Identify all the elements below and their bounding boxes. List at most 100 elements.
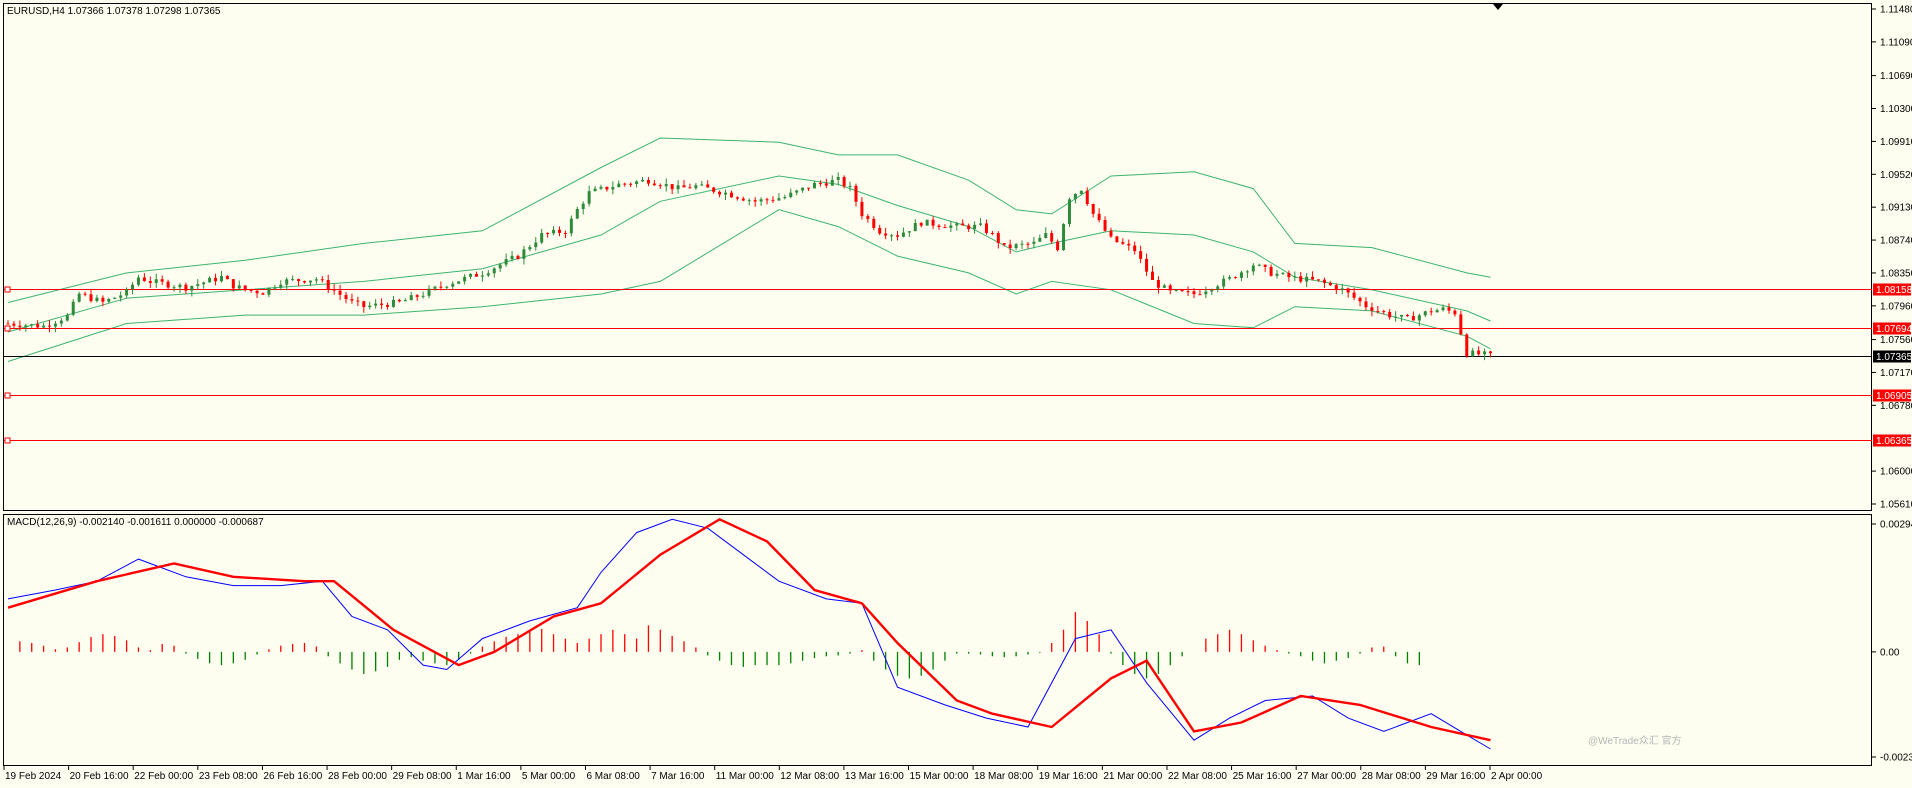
candle-body <box>1447 307 1451 311</box>
level-tag <box>1873 434 1911 447</box>
candle-body <box>712 187 716 192</box>
candle-body <box>362 301 366 308</box>
candle-body <box>1204 291 1208 295</box>
candle-body <box>522 249 526 259</box>
candle-body <box>119 295 123 298</box>
candle-body <box>320 279 324 281</box>
candle-body <box>955 223 959 226</box>
price-tick-label: 1.06780 <box>1880 401 1912 412</box>
candle-body <box>1281 272 1285 274</box>
level-handle <box>4 325 11 332</box>
candle-body <box>142 277 146 282</box>
candle-body <box>1477 350 1481 355</box>
candle-body <box>741 198 745 201</box>
candle-body <box>267 287 271 295</box>
candle-body <box>48 325 52 327</box>
time-tick-label: 6 Mar 08:00 <box>586 771 640 782</box>
time-tick-label: 25 Mar 16:00 <box>1233 771 1292 782</box>
candle-body <box>759 199 763 202</box>
price-tick-label: 1.10690 <box>1880 71 1912 82</box>
time-tick-label: 7 Mar 16:00 <box>651 771 705 782</box>
candle-body <box>641 179 645 182</box>
candle-body <box>979 223 983 225</box>
candle-body <box>1263 264 1267 267</box>
candle-body <box>338 290 342 295</box>
candle-body <box>71 301 75 315</box>
candle-body <box>1044 233 1048 238</box>
candle-body <box>1156 279 1160 288</box>
candle-body <box>1109 230 1113 237</box>
candle-body <box>83 293 87 295</box>
candle-body <box>1245 271 1249 273</box>
candle-body <box>1097 213 1101 221</box>
candle-body <box>848 185 852 187</box>
candle-body <box>1085 190 1089 204</box>
candle-body <box>166 281 170 288</box>
candle-body <box>724 192 728 195</box>
candle-body <box>1305 276 1309 282</box>
level-tag <box>1873 322 1911 335</box>
candle-body <box>872 218 876 228</box>
candle-body <box>777 198 781 201</box>
bollinger-upper <box>7 137 1491 303</box>
candle-body <box>1162 285 1166 288</box>
price-tick-label: 1.09910 <box>1880 137 1912 148</box>
price-panel <box>3 3 1872 511</box>
candle-body <box>1370 307 1374 311</box>
candle-body <box>896 235 899 237</box>
candle-body <box>136 277 140 285</box>
macd-line <box>7 518 1491 750</box>
candle-body <box>682 185 686 188</box>
time-tick-label: 26 Feb 16:00 <box>263 771 322 782</box>
candle-body <box>1429 311 1433 313</box>
candle-body <box>931 219 935 226</box>
level-tag <box>1873 283 1911 296</box>
candle-body <box>457 281 461 284</box>
candle-body <box>718 191 722 195</box>
candle-body <box>552 229 556 234</box>
time-tick-label: 29 Feb 08:00 <box>393 771 452 782</box>
candle-body <box>486 273 490 276</box>
candle-body <box>332 289 336 291</box>
candle-body <box>664 184 668 187</box>
candle-body <box>1145 258 1149 272</box>
candle-body <box>753 200 757 202</box>
candle-body <box>30 324 34 326</box>
price-tick-label: 1.11090 <box>1880 37 1912 48</box>
candle-body <box>635 181 639 185</box>
time-tick-label: 20 Feb 16:00 <box>70 771 129 782</box>
candle-body <box>937 225 941 228</box>
candle-body <box>214 277 218 282</box>
macd-tick-label: -0.00238 <box>1880 753 1912 764</box>
candle-body <box>599 186 603 189</box>
candle-body <box>1073 193 1077 200</box>
time-tick-label: 5 Mar 00:00 <box>522 771 576 782</box>
candle-body <box>913 223 917 232</box>
candle-body <box>65 314 69 321</box>
candle-body <box>1026 243 1030 245</box>
candle-body <box>729 192 733 198</box>
candle-body <box>1032 241 1036 244</box>
candle-body <box>172 287 176 289</box>
candle-body <box>131 284 135 290</box>
candle-body <box>943 227 947 229</box>
candle-body <box>18 325 22 328</box>
shift-marker-icon[interactable] <box>1493 4 1503 10</box>
candle-body <box>830 179 834 186</box>
candle-body <box>1216 286 1220 290</box>
candle-body <box>231 279 235 289</box>
time-tick-label: 18 Mar 08:00 <box>974 771 1033 782</box>
candle-body <box>89 294 93 302</box>
macd-panel <box>3 514 1872 766</box>
candle-body <box>700 184 704 186</box>
level-handle <box>4 437 11 444</box>
candle-body <box>1139 251 1143 259</box>
candle-body <box>1400 315 1404 317</box>
candle-body <box>59 320 63 324</box>
candle-body <box>1340 288 1344 291</box>
candle-body <box>1388 311 1392 318</box>
candle-body <box>297 279 301 282</box>
time-tick-label: 28 Mar 08:00 <box>1362 771 1421 782</box>
